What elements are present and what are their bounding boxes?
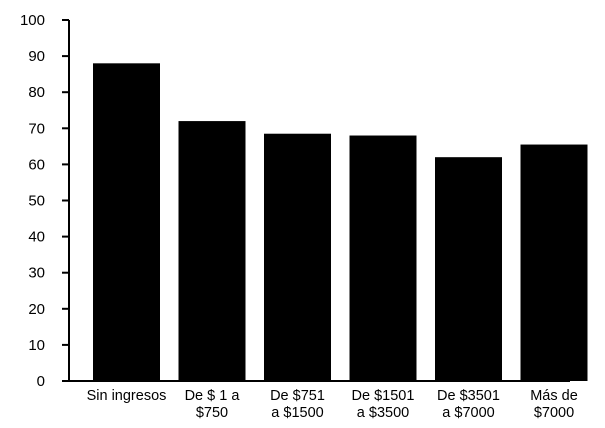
bar-series bbox=[93, 63, 588, 381]
x-category-label: De $1501 a $3500 bbox=[352, 388, 415, 421]
x-category-label: De $751 a $1500 bbox=[270, 388, 325, 421]
bar bbox=[435, 157, 502, 381]
y-tick-label: 10 bbox=[28, 337, 45, 354]
x-category-label: Más de $7000 bbox=[530, 388, 578, 421]
y-tick-label: 60 bbox=[28, 156, 45, 173]
x-category-label: Sin ingresos bbox=[87, 388, 167, 404]
y-axis: 0 10 20 30 40 50 60 70 80 90 100 bbox=[20, 12, 70, 390]
x-axis: Sin ingresos De $ 1 a $750 De $751 a $1500 De… bbox=[69, 380, 578, 421]
y-tick-label: 20 bbox=[28, 301, 45, 318]
y-tick-label: 30 bbox=[28, 265, 45, 282]
x-category-label: De $ 1 a $750 bbox=[185, 388, 241, 421]
y-tick-label: 40 bbox=[28, 229, 45, 246]
y-tick-label: 70 bbox=[28, 120, 45, 137]
y-tick-label: 0 bbox=[37, 373, 45, 390]
y-tick-label: 90 bbox=[28, 48, 45, 65]
x-category-label: De $3501 a $7000 bbox=[437, 388, 500, 421]
bar bbox=[349, 135, 417, 381]
bar bbox=[178, 121, 246, 381]
bar bbox=[264, 133, 331, 381]
bar bbox=[520, 144, 588, 381]
y-tick-label: 80 bbox=[28, 84, 45, 101]
y-tick-label: 100 bbox=[20, 12, 45, 29]
y-tick-label: 50 bbox=[28, 193, 45, 210]
bar bbox=[93, 63, 160, 381]
